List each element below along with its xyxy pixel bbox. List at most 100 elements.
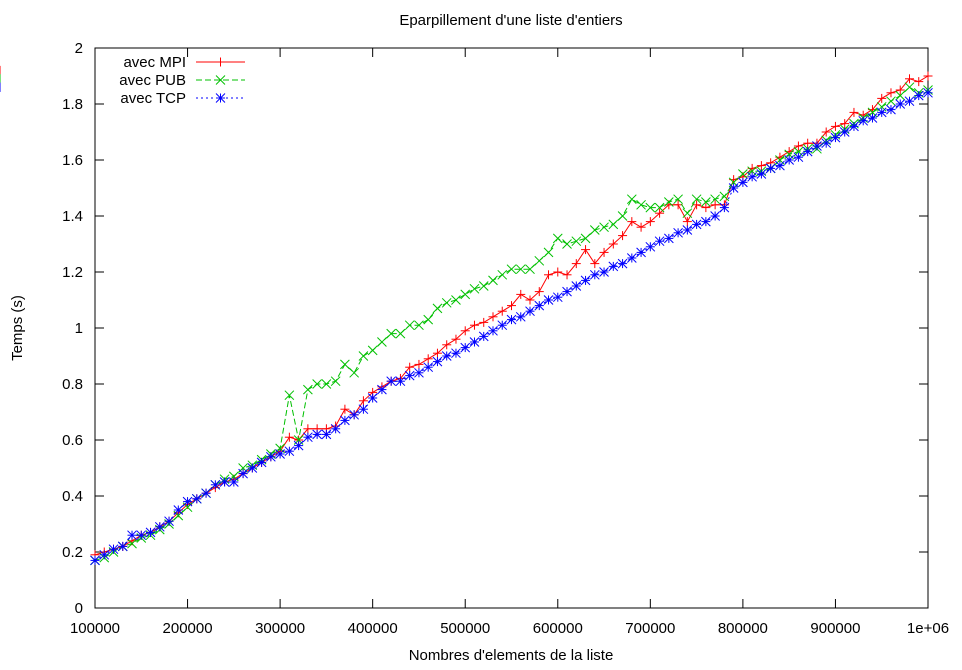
- data-point-avec-tcp: [145, 527, 156, 538]
- legend-label-avec-pub: avec PUB: [119, 72, 186, 89]
- data-point-avec-mpi: [432, 348, 442, 358]
- data-point-avec-pub: [525, 264, 535, 275]
- data-point-avec-tcp: [719, 202, 730, 213]
- data-point-avec-pub: [710, 194, 720, 205]
- data-point-avec-pub: [404, 320, 415, 331]
- data-point-avec-tcp: [506, 314, 517, 325]
- data-point-avec-tcp: [802, 146, 813, 157]
- data-point-avec-tcp: [99, 549, 110, 560]
- data-point-avec-mpi: [284, 432, 294, 442]
- data-point-avec-tcp: [340, 415, 350, 426]
- data-point-avec-tcp: [201, 488, 211, 499]
- data-point-avec-pub: [691, 194, 702, 205]
- x-tick-label: 600000: [533, 620, 583, 637]
- data-point-avec-tcp: [904, 96, 915, 107]
- data-point-avec-mpi: [451, 334, 461, 344]
- data-point-avec-mpi: [553, 267, 563, 277]
- data-point-avec-tcp: [432, 356, 443, 367]
- data-point-avec-mpi: [414, 359, 424, 369]
- data-point-avec-mpi: [682, 217, 692, 227]
- data-point-avec-tcp: [275, 449, 285, 459]
- data-point-avec-pub: [886, 96, 896, 107]
- data-point-avec-pub: [349, 367, 360, 378]
- data-point-avec-pub: [673, 194, 683, 205]
- data-point-avec-tcp: [117, 541, 128, 552]
- data-point-avec-tcp: [645, 241, 656, 252]
- data-point-avec-tcp: [386, 376, 397, 387]
- data-point-avec-pub: [580, 233, 591, 244]
- x-tick-label: 900000: [810, 620, 860, 637]
- data-point-avec-tcp: [321, 429, 332, 440]
- data-point-avec-mpi: [692, 200, 702, 210]
- data-point-avec-pub: [904, 82, 915, 93]
- data-point-avec-tcp: [784, 155, 795, 165]
- data-point-avec-pub: [571, 236, 582, 247]
- data-point-avec-mpi: [479, 317, 489, 327]
- data-point-avec-tcp: [395, 376, 406, 387]
- x-tick-label: 800000: [718, 620, 768, 637]
- data-point-avec-tcp: [266, 451, 276, 462]
- data-point-avec-pub: [626, 194, 637, 205]
- data-point-avec-mpi: [497, 306, 507, 316]
- data-point-avec-tcp: [90, 555, 100, 566]
- data-point-avec-mpi: [544, 270, 554, 280]
- legend-marker-avec-mpi: [216, 57, 225, 67]
- data-point-avec-pub: [367, 345, 378, 356]
- plot-frame: [94, 47, 929, 609]
- data-point-avec-tcp: [256, 457, 267, 468]
- data-point-avec-tcp: [895, 99, 906, 109]
- data-point-avec-tcp: [728, 183, 739, 193]
- data-point-avec-tcp: [636, 247, 646, 258]
- data-point-avec-tcp: [682, 225, 693, 235]
- data-point-avec-pub: [127, 538, 137, 549]
- data-point-avec-tcp: [608, 261, 619, 272]
- data-point-avec-tcp: [534, 300, 545, 311]
- data-point-avec-tcp: [358, 404, 369, 415]
- data-point-avec-pub: [543, 247, 554, 258]
- data-point-avec-tcp: [571, 281, 582, 291]
- y-tick-label: 1.6: [62, 152, 83, 169]
- data-point-avec-mpi: [627, 217, 637, 227]
- series-avec-tcp: [0, 82, 933, 566]
- data-point-avec-tcp: [701, 216, 711, 227]
- data-point-avec-tcp: [414, 367, 424, 378]
- data-point-avec-pub: [488, 275, 498, 286]
- data-point-avec-pub: [608, 219, 619, 230]
- y-tick-label: 0.6: [62, 432, 83, 449]
- data-point-avec-tcp: [127, 530, 137, 541]
- y-tick-label: 1: [75, 320, 83, 337]
- y-tick-label: 1.4: [62, 208, 83, 225]
- data-point-avec-pub: [617, 211, 628, 221]
- data-point-avec-mpi: [923, 71, 933, 81]
- data-point-avec-mpi: [581, 245, 591, 255]
- data-point-avec-tcp: [312, 429, 322, 440]
- data-point-avec-pub: [589, 225, 600, 235]
- data-point-avec-tcp: [876, 107, 887, 118]
- data-point-avec-pub: [599, 222, 609, 233]
- data-point-avec-mpi: [803, 138, 813, 148]
- data-point-avec-pub: [469, 283, 480, 294]
- data-point-avec-pub: [636, 199, 646, 210]
- data-point-avec-tcp: [821, 138, 832, 149]
- data-point-avec-pub: [663, 197, 674, 207]
- data-point-avec-pub: [395, 328, 406, 339]
- data-point-avec-tcp: [849, 121, 859, 132]
- data-point-avec-pub: [358, 351, 369, 361]
- data-point-avec-tcp: [377, 384, 387, 395]
- y-tick-label: 2: [75, 40, 83, 57]
- data-point-avec-mpi: [655, 208, 665, 218]
- data-point-avec-tcp: [525, 306, 535, 317]
- data-point-avec-mpi: [562, 270, 572, 280]
- data-point-avec-mpi: [636, 222, 646, 232]
- x-tick-label: 100000: [70, 620, 120, 637]
- data-point-avec-tcp: [460, 342, 471, 353]
- data-point-avec-tcp: [515, 311, 526, 322]
- data-point-avec-mpi: [460, 326, 470, 336]
- data-point-avec-tcp: [238, 468, 248, 479]
- data-point-avec-tcp: [580, 275, 591, 286]
- data-point-avec-tcp: [710, 211, 720, 221]
- data-point-avec-tcp: [765, 163, 776, 174]
- series-avec-pub: [0, 74, 933, 566]
- data-point-avec-tcp: [562, 286, 572, 297]
- data-point-avec-tcp: [617, 258, 628, 269]
